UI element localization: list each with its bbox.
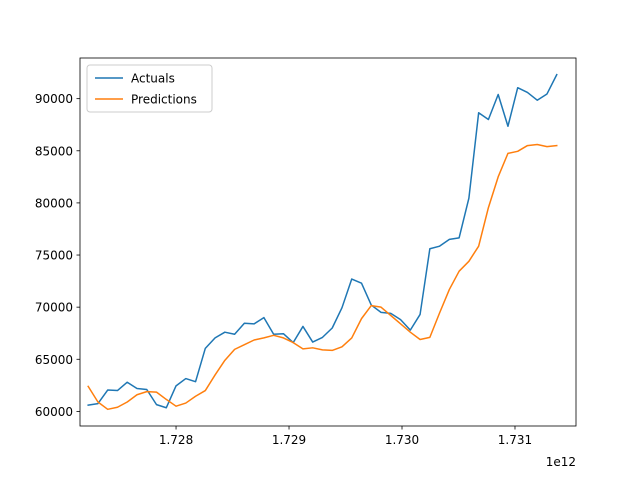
x-tick-label: 1.730 bbox=[385, 433, 419, 447]
y-tick-label: 85000 bbox=[35, 144, 73, 158]
y-tick-label: 90000 bbox=[35, 92, 73, 106]
y-tick-label: 75000 bbox=[35, 249, 73, 263]
x-axis-offset-label: 1e12 bbox=[546, 455, 576, 469]
y-tick-label: 80000 bbox=[35, 196, 73, 210]
x-tick-label: 1.731 bbox=[498, 433, 532, 447]
legend: Actuals Predictions bbox=[87, 65, 212, 112]
y-tick-label: 70000 bbox=[35, 301, 73, 315]
legend-label-predictions: Predictions bbox=[131, 93, 197, 107]
x-tick-label: 1.729 bbox=[272, 433, 306, 447]
x-tick-label: 1.728 bbox=[159, 433, 193, 447]
y-tick-label: 60000 bbox=[35, 405, 73, 419]
y-tick-label: 65000 bbox=[35, 353, 73, 367]
legend-label-actuals: Actuals bbox=[131, 72, 175, 86]
